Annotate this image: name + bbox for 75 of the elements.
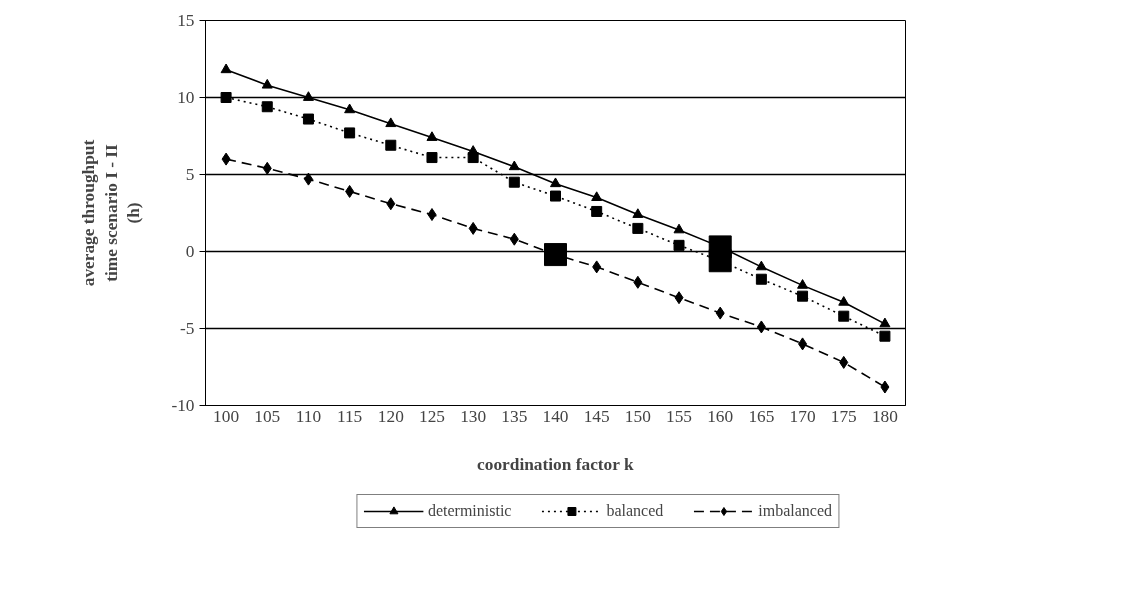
point [427, 208, 437, 222]
x-tick-label: 150 [624, 406, 651, 426]
y-tick-label: 15 [177, 11, 195, 30]
point [385, 139, 397, 151]
point [302, 113, 314, 125]
point [798, 337, 808, 351]
point [591, 191, 603, 201]
point [715, 306, 725, 320]
point [468, 221, 478, 235]
x-tick-label: 100 [213, 406, 240, 426]
legend-label: balanced [606, 502, 664, 520]
y-tick-label: -10 [171, 396, 195, 415]
x-tick-label: 115 [336, 406, 363, 426]
point [592, 260, 602, 274]
x-tick-label: 125 [418, 406, 445, 426]
point [508, 176, 520, 188]
point [426, 152, 438, 164]
point [674, 291, 684, 305]
point [386, 197, 396, 211]
point [261, 78, 273, 89]
point [426, 131, 438, 141]
point [508, 160, 520, 171]
point [345, 184, 355, 198]
y-tick-label: 0 [185, 242, 195, 261]
point [261, 101, 273, 113]
point [344, 127, 356, 139]
point [632, 222, 644, 234]
x-tick-label: 145 [583, 406, 610, 426]
y-tick-label: 10 [177, 88, 195, 107]
y-axis-title: average throughput time scenario I - II (h) [78, 139, 144, 287]
point [385, 117, 397, 128]
x-tick-label: 140 [542, 406, 569, 426]
point [550, 177, 561, 188]
point [755, 260, 767, 271]
point [879, 317, 891, 328]
point [673, 223, 685, 234]
y-tick-label: -5 [180, 319, 195, 338]
point [302, 91, 314, 101]
point [220, 92, 232, 103]
point [839, 355, 849, 369]
x-tick-label: 170 [789, 406, 816, 426]
point [550, 190, 561, 202]
point [755, 273, 767, 285]
x-tick-label: 165 [748, 406, 775, 426]
legend-label: imbalanced [758, 502, 833, 520]
point [262, 161, 272, 175]
x-tick-label: 160 [707, 406, 734, 426]
legend-label: deterministic [427, 502, 512, 520]
point [633, 275, 643, 289]
x-tick-label: 155 [666, 406, 693, 426]
point [303, 172, 313, 186]
point [467, 152, 479, 164]
point [673, 239, 685, 251]
x-tick-label: 110 [295, 406, 322, 426]
point [220, 63, 232, 74]
point [879, 330, 891, 342]
y-tick-label: 5 [185, 165, 195, 184]
x-tick-label: 180 [871, 406, 898, 426]
x-tick-label: 120 [377, 406, 404, 426]
point [797, 290, 809, 302]
x-tick-label: 105 [254, 406, 281, 426]
x-tick-label: 130 [460, 406, 487, 426]
point [880, 380, 890, 394]
point [632, 208, 644, 218]
point [591, 205, 603, 217]
point [838, 310, 850, 322]
x-tick-label: 175 [830, 406, 857, 426]
point [509, 232, 519, 246]
x-tick-label: 135 [501, 406, 528, 426]
point [756, 320, 766, 334]
point [344, 103, 356, 114]
point [221, 152, 231, 166]
point [797, 279, 809, 289]
x-axis-title: coordination factor k [477, 454, 634, 474]
point [838, 296, 850, 306]
